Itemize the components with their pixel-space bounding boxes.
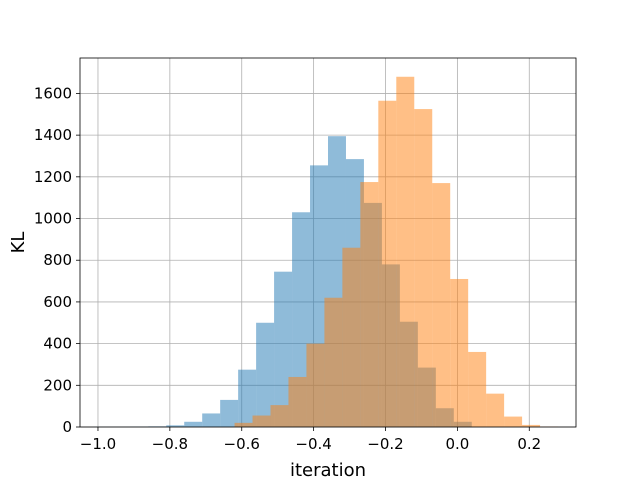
plot-frame bbox=[79, 57, 577, 428]
histogram-bar-series-2 bbox=[522, 424, 541, 427]
histogram-bar-series-2 bbox=[306, 343, 325, 427]
x-tick-label: −0.2 bbox=[367, 435, 403, 453]
histogram-bar-series-2 bbox=[414, 109, 433, 428]
x-tick-label: −1.0 bbox=[80, 435, 116, 453]
x-tick-label: −0.4 bbox=[295, 435, 331, 453]
histogram-bar-series-2 bbox=[468, 351, 487, 427]
histogram-bar-series-2 bbox=[324, 297, 343, 427]
histogram-bar-series-2 bbox=[270, 405, 289, 427]
histogram-bar-series-2 bbox=[486, 393, 505, 427]
x-axis-ticks: −1.0 −0.8 −0.6 −0.4 −0.2 0.0 0.2 bbox=[80, 427, 541, 453]
x-tick-label: −0.6 bbox=[224, 435, 260, 453]
histogram-bar-series-1 bbox=[238, 369, 257, 427]
histogram-bar-series-2 bbox=[450, 278, 469, 427]
y-tick-label: 1200 bbox=[34, 168, 72, 186]
y-tick-label: 1400 bbox=[34, 126, 72, 144]
histogram-bar-series-2 bbox=[288, 376, 307, 427]
histogram-bar-series-2 bbox=[252, 415, 271, 427]
x-axis-label: iteration bbox=[290, 460, 366, 480]
x-tick-label: −0.8 bbox=[152, 435, 188, 453]
histogram-bars bbox=[94, 76, 559, 428]
histogram-bar-series-1 bbox=[202, 413, 221, 427]
histogram-bar-series-1 bbox=[274, 271, 293, 427]
y-tick-label: 1000 bbox=[34, 210, 72, 228]
histogram-bar-series-2 bbox=[360, 182, 379, 427]
x-tick-label: 0.0 bbox=[445, 435, 469, 453]
histogram-bar-series-2 bbox=[396, 76, 415, 428]
y-tick-label: 400 bbox=[43, 335, 72, 353]
y-axis-ticks: 0 200 400 600 800 1000 1200 1400 1600 bbox=[34, 84, 80, 436]
x-tick-label: 0.2 bbox=[517, 435, 541, 453]
y-axis-label: KL bbox=[8, 232, 29, 254]
y-tick-label: 0 bbox=[62, 418, 72, 436]
y-tick-label: 600 bbox=[43, 293, 72, 311]
histogram-bar-series-1 bbox=[220, 399, 239, 427]
histogram-bar-series-1 bbox=[256, 322, 275, 427]
histogram-bar-series-2 bbox=[378, 100, 397, 427]
histogram-bar-series-1 bbox=[184, 421, 203, 427]
y-tick-label: 800 bbox=[43, 251, 72, 269]
histogram-bar-series-1 bbox=[292, 212, 311, 427]
y-tick-label: 1600 bbox=[34, 84, 72, 102]
histogram-bar-series-2 bbox=[234, 422, 253, 427]
histogram-bar-series-2 bbox=[342, 247, 361, 427]
histogram-bar-series-2 bbox=[504, 416, 523, 427]
histogram-bar-series-1 bbox=[166, 425, 185, 427]
histogram-bar-series-2 bbox=[432, 183, 451, 427]
y-tick-label: 200 bbox=[43, 376, 72, 394]
